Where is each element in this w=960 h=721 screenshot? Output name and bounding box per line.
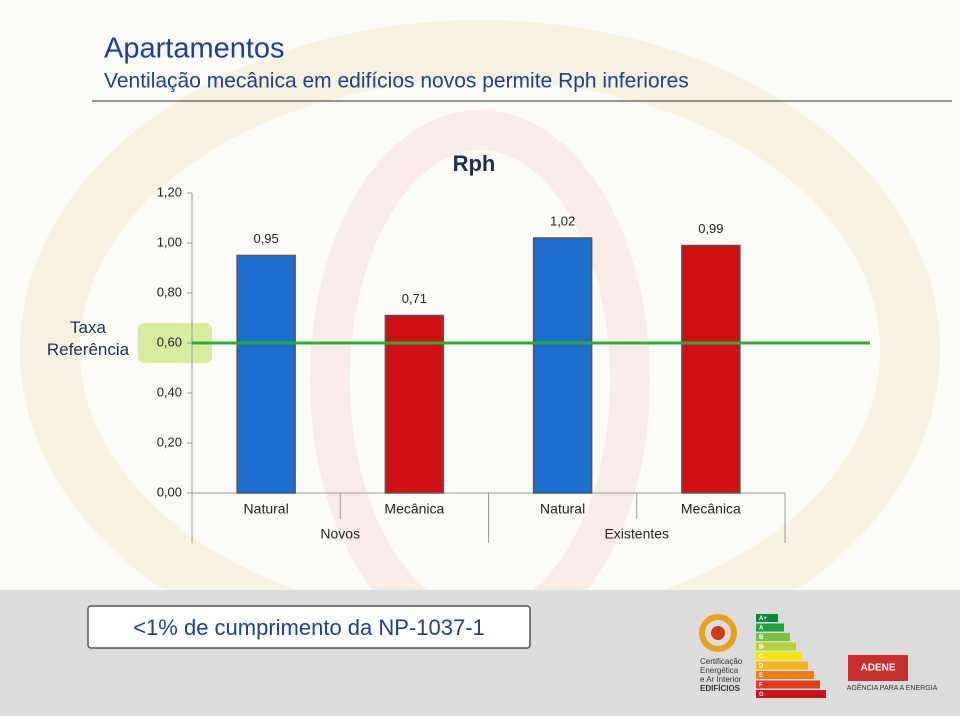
value-label: 0,95 [253, 231, 278, 246]
energy-class: B- [759, 645, 765, 651]
group-label: Existentes [604, 526, 669, 542]
value-label: 0,99 [698, 221, 723, 236]
cert-text: Certificação [700, 657, 743, 666]
y-tick-label: 0,60 [157, 334, 182, 349]
energy-bar [756, 614, 778, 622]
cert-text: EDIFÍCIOS [700, 684, 741, 693]
y-tick-label: 1,00 [157, 234, 182, 249]
group-label: Novos [320, 526, 360, 542]
agency-tagline: AGÊNCIA PARA A ENERGIA [847, 683, 938, 692]
slide-title: Apartamentos [104, 33, 285, 65]
y-tick-label: 0,20 [157, 434, 182, 449]
energy-bar [756, 633, 790, 641]
bar [236, 254, 296, 494]
energy-bar [756, 642, 796, 651]
energy-class: D [759, 664, 764, 670]
energy-bar [756, 690, 826, 698]
y-tick-label: 0,00 [157, 484, 182, 499]
x-tick-label: Mecânica [384, 501, 444, 517]
energy-bar [756, 623, 784, 632]
cert-logo [711, 626, 725, 640]
energy-bar [756, 671, 814, 679]
energy-class: E [759, 673, 763, 679]
reference-highlight [138, 323, 212, 363]
y-tick-label: 0,40 [157, 384, 182, 399]
energy-class: A [759, 626, 764, 632]
reference-label: Taxa Referência [47, 318, 130, 359]
adene-logo [848, 655, 908, 681]
cert-text: Energética [700, 666, 739, 675]
slide-subtitle: Ventilação mecânica em edifícios novos p… [104, 70, 689, 93]
energy-bar [756, 661, 808, 670]
energy-class: G [759, 692, 764, 698]
value-label: 0,71 [402, 291, 427, 306]
cert-logo [699, 614, 737, 652]
energy-class: C [759, 654, 764, 660]
bar [384, 314, 445, 494]
agency: ADENE [860, 663, 895, 674]
bar [681, 244, 741, 494]
energy-class: F [759, 683, 763, 689]
x-tick-label: Natural [540, 501, 585, 517]
y-tick-label: 0,80 [157, 284, 182, 299]
chart-title: Rph [453, 151, 496, 176]
energy-class: A+ [759, 616, 767, 622]
value-label: 1,02 [550, 213, 575, 228]
energy-class: B [759, 635, 764, 641]
y-tick-label: 1,20 [157, 184, 182, 199]
callout: <1% de cumprimento da NP-1037-1 [133, 615, 485, 640]
energy-bar [756, 680, 820, 689]
x-tick-label: Natural [244, 501, 289, 517]
energy-bar [756, 652, 802, 660]
cert-text: e Ar Interior [700, 675, 742, 684]
callout-box [87, 605, 531, 649]
x-tick-label: Mecânica [681, 501, 741, 517]
bar [532, 237, 593, 494]
